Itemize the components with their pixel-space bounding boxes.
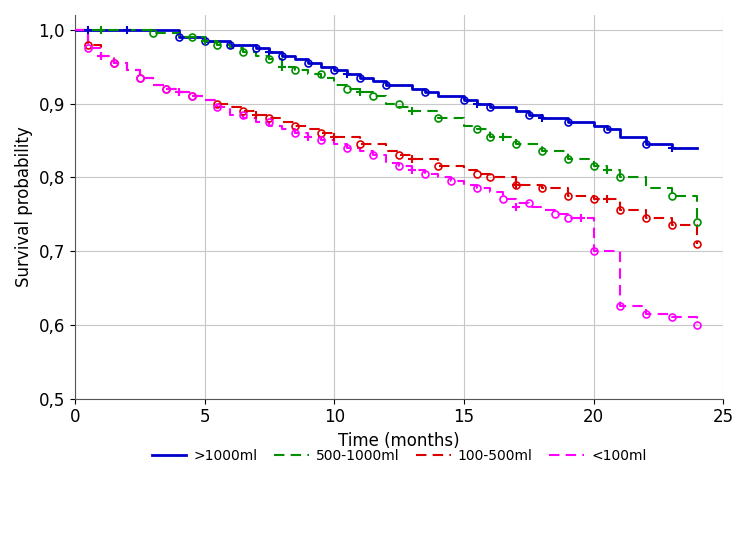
500-1000ml	[252, 49, 261, 55]
>1000ml	[693, 144, 702, 151]
<100ml	[356, 144, 365, 151]
Legend: >1000ml, 500-1000ml, 100-500ml, <100ml: >1000ml, 500-1000ml, 100-500ml, <100ml	[146, 443, 652, 468]
Line: >1000ml: >1000ml	[75, 30, 697, 148]
X-axis label: Time (months): Time (months)	[339, 432, 460, 450]
100-500ml	[563, 192, 572, 199]
>1000ml	[304, 56, 313, 63]
100-500ml	[226, 104, 235, 111]
100-500ml	[537, 185, 546, 192]
Line: 500-1000ml: 500-1000ml	[75, 30, 697, 221]
Y-axis label: Survival probability: Survival probability	[15, 126, 33, 287]
100-500ml	[304, 126, 313, 132]
<100ml	[304, 134, 313, 140]
>1000ml	[70, 27, 79, 33]
500-1000ml	[641, 185, 650, 192]
>1000ml	[317, 59, 326, 66]
500-1000ml	[330, 75, 339, 81]
500-1000ml	[512, 141, 521, 147]
>1000ml	[382, 78, 391, 84]
>1000ml	[693, 144, 702, 151]
Line: <100ml: <100ml	[75, 30, 697, 325]
<100ml	[239, 111, 248, 118]
500-1000ml	[343, 86, 352, 92]
500-1000ml	[693, 218, 702, 225]
<100ml	[200, 93, 209, 99]
100-500ml	[70, 27, 79, 33]
100-500ml	[174, 89, 183, 96]
>1000ml	[407, 82, 416, 88]
<100ml	[693, 322, 702, 328]
100-500ml	[693, 240, 702, 247]
500-1000ml	[213, 41, 222, 48]
100-500ml	[615, 196, 624, 203]
>1000ml	[512, 104, 521, 111]
<100ml	[524, 203, 533, 210]
<100ml	[70, 27, 79, 33]
>1000ml	[667, 144, 676, 151]
Line: 100-500ml: 100-500ml	[75, 30, 697, 244]
500-1000ml	[70, 27, 79, 33]
<100ml	[161, 86, 170, 92]
